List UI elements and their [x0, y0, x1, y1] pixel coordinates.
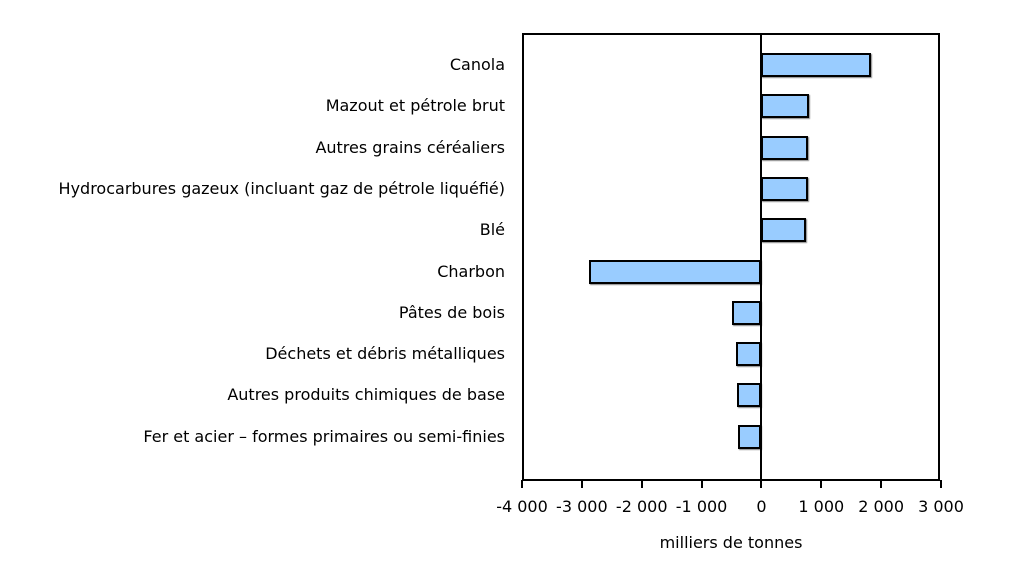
category-label: Blé — [479, 220, 505, 240]
x-tick-label: -4 000 — [496, 497, 548, 516]
x-tick — [640, 480, 643, 488]
x-tick-label: -2 000 — [615, 497, 668, 516]
bar — [761, 135, 808, 160]
x-tick-label: -3 000 — [556, 497, 608, 516]
bar — [589, 259, 762, 284]
x-tick — [820, 480, 823, 488]
x-tick — [880, 480, 883, 488]
bar — [761, 176, 808, 201]
x-tick-label: 2 000 — [858, 497, 905, 516]
bar — [761, 218, 807, 243]
category-label: Charbon — [437, 261, 505, 281]
x-tick — [580, 480, 583, 488]
x-tick-label: 1 000 — [798, 497, 845, 516]
bar — [738, 424, 762, 449]
category-label: Autres grains céréaliers — [315, 137, 505, 157]
x-axis-title: milliers de tonnes — [659, 533, 803, 552]
bar — [737, 383, 762, 408]
category-label: Hydrocarbures gazeux (incluant gaz de pé… — [58, 178, 505, 198]
x-tick — [700, 480, 703, 488]
category-label: Pâtes de bois — [398, 302, 505, 322]
bar — [736, 342, 762, 367]
category-label: Mazout et pétrole brut — [325, 96, 505, 116]
category-label: Autres produits chimiques de base — [227, 385, 505, 405]
category-label: Canola — [449, 55, 505, 74]
x-tick-label: 0 — [756, 497, 767, 516]
x-tick — [521, 480, 523, 488]
category-label: Déchets et débris métalliques — [265, 344, 505, 364]
zero-axis-line — [760, 33, 763, 481]
bar — [761, 53, 871, 77]
x-tick — [940, 480, 942, 488]
x-tick-label: -1 000 — [675, 497, 728, 516]
bar — [731, 300, 762, 325]
plot-area — [522, 33, 940, 481]
x-tick — [760, 480, 763, 488]
x-tick-label: 3 000 — [918, 497, 964, 516]
bar — [761, 94, 809, 119]
category-label: Fer et acier – formes primaires ou semi-… — [143, 426, 505, 446]
